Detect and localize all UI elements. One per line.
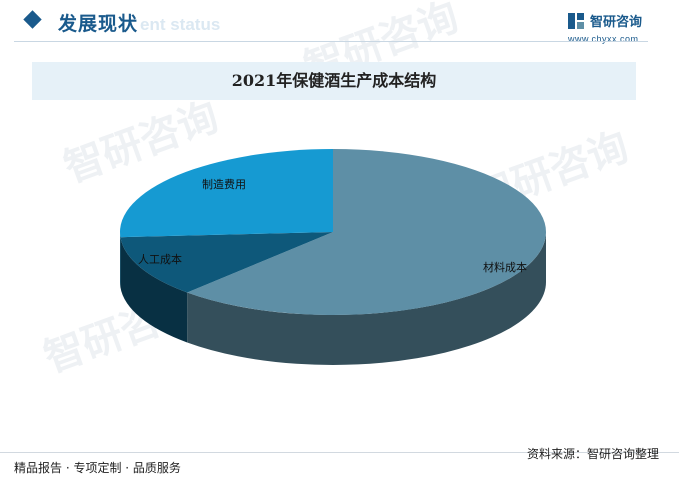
brand-mark-icon xyxy=(568,13,584,29)
brand-name: 智研咨询 xyxy=(590,15,643,30)
pie-side-0 xyxy=(187,232,546,365)
slice-label: 材料成本 xyxy=(483,260,527,274)
brand-url: www.chyxx.com xyxy=(568,34,639,44)
source-note: 资料来源：智研咨询整理 xyxy=(526,447,659,461)
header-divider xyxy=(14,41,648,42)
chart-title-bar: 2021年保健酒生产成本结构 xyxy=(32,62,636,100)
section-title: 发展现状 xyxy=(58,13,139,35)
slice-label: 人工成本 xyxy=(138,252,182,266)
section-title-ghost: ent status xyxy=(140,15,221,34)
pie-slice[interactable] xyxy=(119,149,333,238)
chart-title: 2021年保健酒生产成本结构 xyxy=(231,71,437,90)
slice-label: 制造费用 xyxy=(202,177,246,191)
pie-slice[interactable] xyxy=(187,149,547,315)
footer-tagline: 精品报告 · 专项定制 · 品质服务 xyxy=(14,461,181,475)
pie-side-1 xyxy=(120,237,188,343)
pie-slice[interactable] xyxy=(120,232,333,293)
page-header: ent status 发展现状 智研咨询 www.chyxx.com xyxy=(0,0,679,48)
footer-divider xyxy=(0,452,679,453)
